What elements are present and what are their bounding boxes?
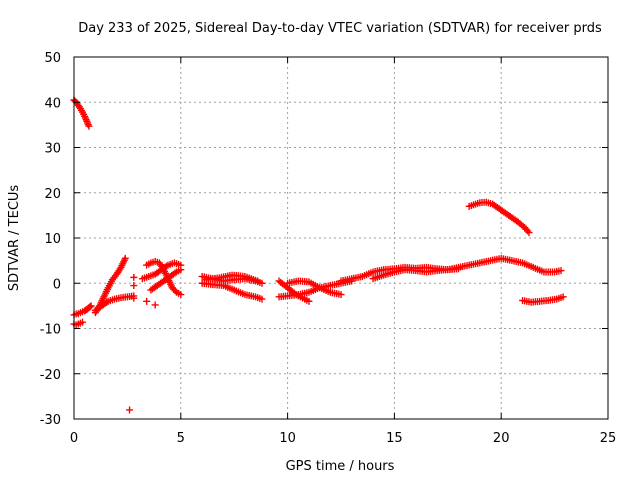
- data-point: [130, 282, 138, 290]
- x-tick-label: 5: [177, 431, 185, 446]
- data-point: [85, 122, 93, 130]
- x-tick-label: 15: [386, 431, 403, 446]
- y-tick-label: 10: [44, 232, 61, 247]
- chart-title: Day 233 of 2025, Sidereal Day-to-day VTE…: [78, 21, 602, 36]
- data-point: [103, 298, 111, 306]
- y-tick-label: -20: [40, 368, 61, 383]
- y-axis-label: SDTVAR / TECUs: [7, 185, 22, 292]
- data-point: [559, 293, 567, 301]
- axis-ticks: 0 5 10 15 20 25 -30 -20 -10 0 10 20 30 40 50: [40, 51, 617, 446]
- data-point: [171, 287, 179, 295]
- x-tick-label: 25: [600, 431, 617, 446]
- y-tick-label: 30: [44, 142, 61, 157]
- data-point: [337, 291, 345, 299]
- x-tick-label: 10: [279, 431, 296, 446]
- data-point: [162, 262, 170, 270]
- y-tick-label: 40: [44, 96, 61, 111]
- data-point: [305, 297, 313, 305]
- data-point: [177, 266, 185, 274]
- data-point: [258, 279, 266, 287]
- data-point: [171, 269, 179, 277]
- y-tick-label: 50: [44, 51, 61, 66]
- data-point: [79, 318, 87, 326]
- data-point: [86, 303, 94, 311]
- y-tick-label: 0: [53, 277, 61, 292]
- data-point: [557, 267, 565, 275]
- data-point: [87, 302, 95, 310]
- x-tick-label: 0: [70, 431, 78, 446]
- grid: [74, 57, 608, 419]
- data-point: [143, 297, 151, 305]
- data-point: [258, 295, 266, 303]
- data-point: [254, 277, 262, 285]
- data-point: [126, 406, 134, 414]
- data-point: [130, 273, 138, 281]
- x-axis-label: GPS time / hours: [286, 459, 395, 474]
- y-tick-label: -30: [40, 413, 61, 428]
- x-tick-label: 20: [493, 431, 510, 446]
- y-tick-label: 20: [44, 187, 61, 202]
- data-points: [70, 96, 567, 414]
- y-tick-label: -10: [40, 323, 61, 338]
- data-point: [130, 294, 138, 302]
- data-point: [454, 265, 462, 273]
- data-point: [121, 254, 129, 262]
- data-point: [525, 229, 533, 237]
- data-point: [177, 291, 185, 299]
- data-point: [151, 301, 159, 309]
